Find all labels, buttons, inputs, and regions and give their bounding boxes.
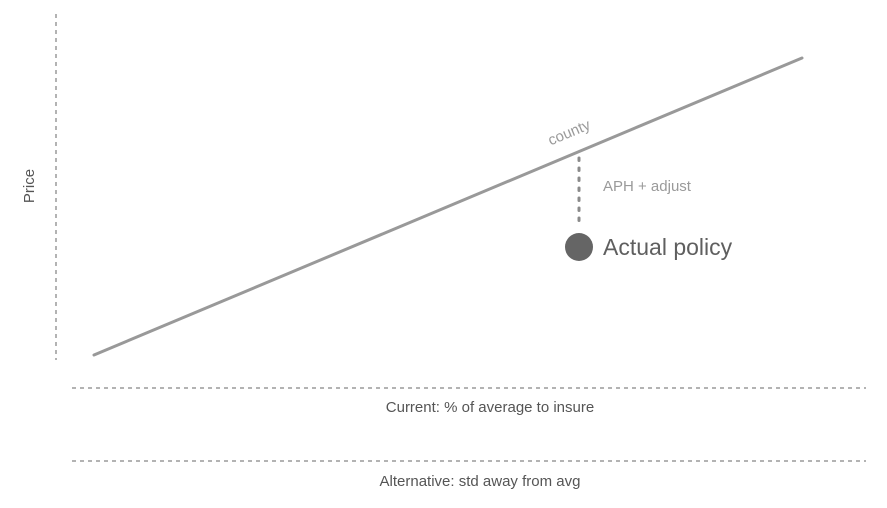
y-axis-label: Price	[21, 169, 38, 203]
x-axis-current-label: Current: % of average to insure	[386, 399, 594, 416]
x-axis-alternative-label: Alternative: std away from avg	[380, 473, 581, 490]
county-price-line	[92, 56, 804, 357]
county-line-label: county	[546, 116, 594, 149]
actual-policy-point	[565, 233, 593, 261]
actual-policy-label: Actual policy	[603, 234, 733, 260]
adjustment-label: APH + adjust	[603, 178, 692, 195]
